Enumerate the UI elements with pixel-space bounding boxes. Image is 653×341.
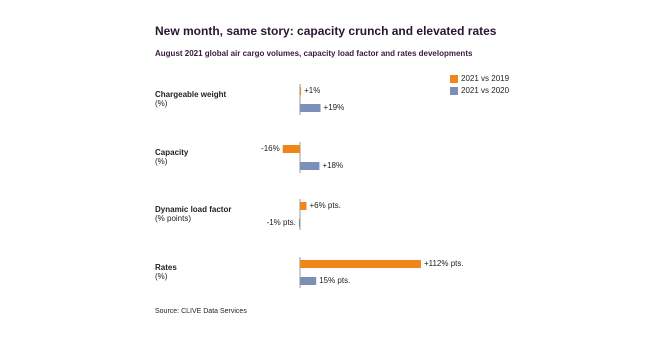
category-label: Dynamic load factor bbox=[155, 205, 231, 214]
value-label: +19% bbox=[324, 103, 345, 112]
source: Source: CLIVE Data Services bbox=[155, 308, 247, 315]
chart-title: New month, same story: capacity crunch a… bbox=[155, 24, 497, 38]
bar bbox=[300, 162, 320, 170]
value-label: +6% pts. bbox=[309, 201, 340, 210]
value-label: +18% bbox=[322, 161, 343, 170]
category-unit: (%) bbox=[155, 99, 168, 108]
category-unit: (%) bbox=[155, 272, 168, 281]
bar bbox=[300, 277, 317, 285]
legend-label: 2021 vs 2019 bbox=[461, 74, 510, 83]
legend-swatch bbox=[450, 87, 458, 95]
value-label: 15% pts. bbox=[319, 276, 350, 285]
legend-swatch bbox=[450, 75, 458, 83]
value-label: -16% bbox=[261, 144, 280, 153]
category-label: Capacity bbox=[155, 148, 189, 157]
category-unit: (% points) bbox=[155, 214, 191, 223]
bar bbox=[300, 260, 421, 268]
bar bbox=[300, 87, 302, 95]
category-label: Chargeable weight bbox=[155, 90, 226, 99]
value-label: +1% bbox=[304, 86, 320, 95]
value-label: +112% pts. bbox=[424, 259, 464, 268]
bar bbox=[298, 219, 300, 227]
bar bbox=[282, 145, 300, 153]
value-label: -1% pts. bbox=[267, 218, 296, 227]
bar bbox=[300, 202, 307, 210]
category-label: Rates bbox=[155, 263, 177, 272]
category-unit: (%) bbox=[155, 157, 168, 166]
legend-label: 2021 vs 2020 bbox=[461, 86, 510, 95]
bar bbox=[300, 104, 321, 112]
chart-subtitle: August 2021 global air cargo volumes, ca… bbox=[155, 49, 473, 58]
